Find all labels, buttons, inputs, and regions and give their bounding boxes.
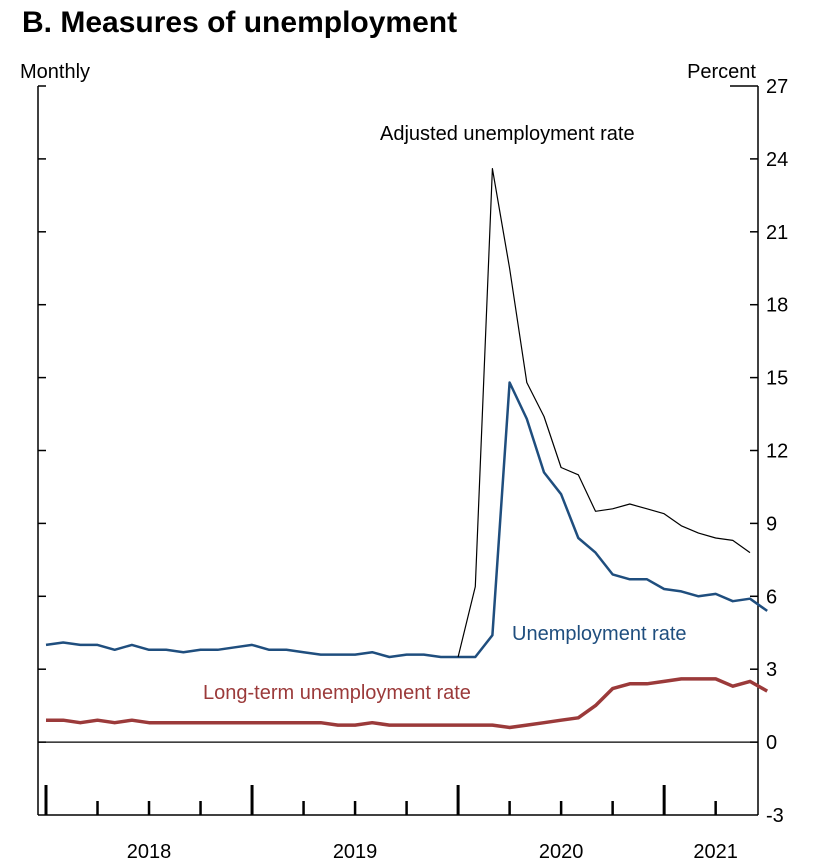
series-line-long-term-unemployment	[46, 677, 769, 730]
y-tick-label: 6	[766, 586, 777, 608]
unit-label: Percent	[687, 61, 756, 83]
y-tick-label: 9	[766, 513, 777, 535]
x-axis-ticks: 2018 2019 2020 2021	[44, 785, 738, 863]
y-tick-label: 12	[766, 441, 788, 463]
y-tick-label: 21	[766, 222, 788, 244]
plot-frame	[37, 85, 759, 816]
y-axis-ticks: -3 0 3 6 9 12 15 18 21 24 27	[38, 76, 788, 827]
y-tick-label: 0	[766, 732, 777, 754]
chart-title: B. Measures of unemployment	[22, 6, 458, 39]
y-tick-label: 24	[766, 149, 788, 171]
series-label: Unemployment rate	[512, 623, 687, 645]
y-tick-label: 27	[766, 76, 788, 98]
y-tick-label: 18	[766, 295, 788, 317]
series-lines	[45, 168, 769, 730]
x-year-label: 2020	[539, 841, 584, 863]
x-year-label: 2018	[127, 841, 172, 863]
y-tick-label: -3	[766, 805, 784, 827]
series-label: Long-term unemployment rate	[203, 682, 471, 704]
series-label: Adjusted unemployment rate	[380, 123, 635, 145]
x-year-label: 2021	[693, 841, 738, 863]
series-line-unemployment	[45, 381, 768, 659]
chart-labels: Monthly Percent Adjusted unemployment rate…	[20, 61, 756, 704]
y-tick-label: 15	[766, 368, 788, 390]
frequency-label: Monthly	[20, 61, 90, 83]
x-year-label: 2019	[333, 841, 378, 863]
series-line-adjusted-unemployment	[457, 168, 751, 658]
y-tick-label: 3	[766, 659, 777, 681]
